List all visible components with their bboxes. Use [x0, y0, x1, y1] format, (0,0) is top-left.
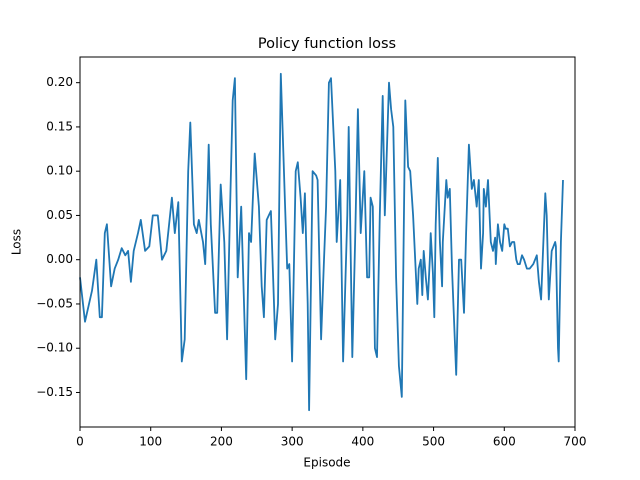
x-tick-label: 100 — [139, 435, 162, 449]
plot-frame — [79, 56, 576, 428]
x-tick-label: 200 — [210, 435, 233, 449]
y-tick-label: −0.10 — [36, 341, 73, 355]
x-tick-label: 700 — [564, 435, 587, 449]
y-tick-label: 0.05 — [46, 208, 73, 222]
x-axis-label: Episode — [303, 456, 350, 470]
x-tick-label: 600 — [493, 435, 516, 449]
y-tick-label: 0.15 — [46, 119, 73, 133]
y-axis-label: Loss — [10, 229, 24, 255]
y-tick-label: 0.00 — [46, 252, 73, 266]
x-tick-label: 500 — [422, 435, 445, 449]
line-series — [79, 72, 564, 412]
chart-title: Policy function loss — [258, 36, 396, 52]
y-tick-label: −0.05 — [36, 296, 73, 310]
x-tick-label: 0 — [76, 435, 84, 449]
x-tick-label: 400 — [351, 435, 374, 449]
y-tick-label: 0.10 — [46, 164, 73, 178]
x-tick-label: 300 — [281, 435, 304, 449]
y-tick-label: −0.15 — [36, 385, 73, 399]
y-tick-label: 0.20 — [46, 75, 73, 89]
